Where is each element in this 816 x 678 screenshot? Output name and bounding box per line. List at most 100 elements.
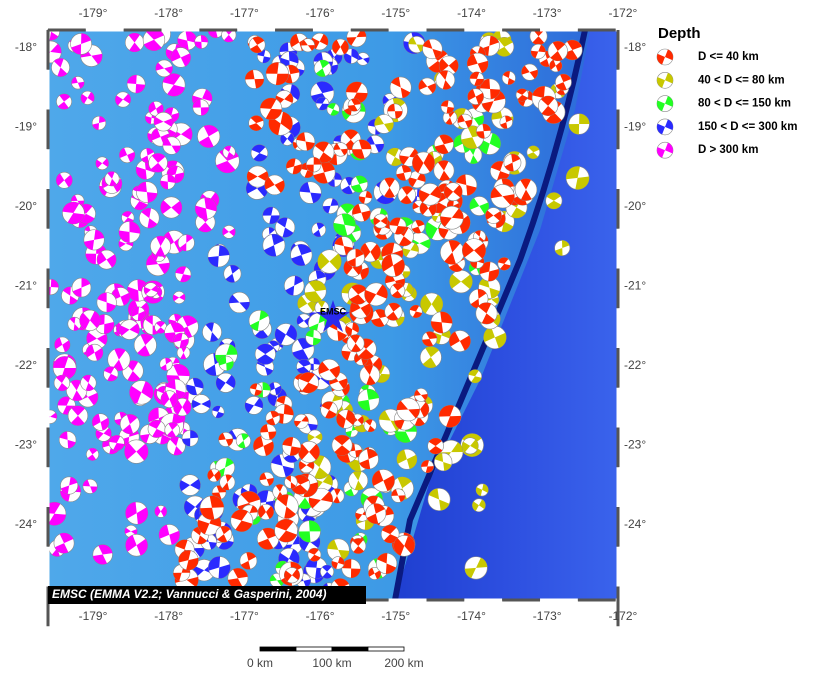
x-tick-label-bottom: -176°: [306, 609, 335, 623]
beachball: [70, 33, 92, 55]
beachball-quadrant: [479, 277, 500, 299]
beachball-quadrant: [504, 154, 521, 172]
beachball-quadrant: [56, 173, 73, 188]
beachball: [296, 313, 312, 329]
beachball: [218, 355, 234, 371]
beachball-quadrant: [412, 153, 435, 173]
beachball: [427, 488, 451, 511]
beachball-quadrant: [191, 399, 211, 409]
beachball-quadrant: [328, 320, 347, 341]
beachball: [331, 38, 349, 56]
beachball: [173, 398, 192, 417]
scale-segment: [295, 646, 333, 652]
beachball-quadrant: [299, 182, 322, 204]
beachball: [555, 73, 572, 91]
beachball-quadrant: [657, 119, 673, 135]
beachball: [239, 551, 258, 570]
beachball-quadrant: [249, 115, 264, 131]
beachball-quadrant: [476, 123, 491, 139]
x-tick-label-top: -173°: [533, 6, 562, 20]
beachball-quadrant: [386, 302, 401, 321]
beachball-quadrant: [467, 89, 484, 105]
beachball-quadrant: [127, 74, 146, 94]
beachball: [283, 567, 300, 584]
beachball-quadrant: [217, 526, 231, 543]
beachball: [48, 409, 58, 424]
beachball-quadrant: [82, 375, 95, 391]
beachball-quadrant: [467, 53, 489, 74]
beachball-quadrant: [155, 236, 166, 257]
y-tick-label-left: -24°: [15, 517, 37, 531]
beachball: [53, 374, 71, 392]
beachball-quadrant: [346, 81, 368, 104]
beachball-quadrant: [327, 172, 342, 187]
beachball-quadrant: [244, 398, 263, 413]
beachball-quadrant: [262, 207, 280, 224]
beachball-quadrant: [186, 377, 204, 396]
beachball-quadrant: [267, 387, 287, 407]
beachball: [562, 39, 583, 61]
beachball: [253, 435, 274, 457]
beachball-quadrant: [229, 294, 250, 311]
beachball: [58, 431, 77, 449]
beachball-quadrant: [368, 567, 381, 580]
beachball: [155, 59, 173, 78]
beachball: [331, 434, 353, 456]
y-tick-label-right: -23°: [624, 438, 646, 452]
beachball-quadrant: [125, 360, 141, 382]
beachball-quadrant: [127, 279, 150, 302]
beachball-quadrant: [530, 44, 546, 59]
beachball: [395, 164, 412, 181]
beachball: [192, 99, 210, 116]
star: [316, 300, 350, 332]
beachball-quadrant: [180, 346, 187, 360]
beachball: [537, 95, 559, 117]
beachball-quadrant: [208, 30, 218, 38]
beachball: [418, 183, 442, 206]
beachball-quadrant: [285, 475, 296, 489]
beachball: [434, 134, 454, 155]
beachball-quadrant: [205, 322, 219, 342]
beachball: [322, 197, 339, 214]
beachball-quadrant: [118, 221, 141, 243]
beachball: [526, 145, 541, 160]
beachball: [514, 178, 538, 201]
beachball-quadrant: [445, 110, 455, 125]
beachball-quadrant: [364, 364, 376, 385]
beachball-quadrant: [268, 111, 293, 136]
beachball: [389, 76, 412, 99]
beachball: [530, 43, 546, 60]
beachball-quadrant: [347, 248, 364, 267]
beachball-quadrant: [59, 431, 76, 449]
beachball-quadrant: [309, 313, 329, 334]
beachball: [274, 494, 299, 519]
beachball: [199, 495, 225, 520]
beachball-quadrant: [160, 200, 182, 215]
beachball: [71, 76, 85, 90]
beachball-quadrant: [71, 33, 91, 55]
beachball: [119, 319, 140, 340]
beachball: [333, 142, 348, 157]
legend-label: D <= 40 km: [698, 51, 759, 63]
beachball-quadrant: [148, 420, 165, 438]
beachball-quadrant: [439, 58, 459, 73]
beachball: [345, 322, 360, 337]
beachball-quadrant: [440, 208, 464, 227]
beachball-quadrant: [657, 96, 673, 112]
beachball-quadrant: [264, 177, 285, 193]
beachball: [139, 207, 160, 229]
beachball-quadrant: [71, 76, 85, 89]
beachball: [265, 62, 289, 86]
beachball: [274, 217, 296, 238]
beachball-quadrant: [396, 449, 417, 469]
beachball: [52, 356, 77, 380]
beachball-quadrant: [351, 175, 368, 193]
beachball: [350, 538, 367, 554]
beachball-quadrant: [195, 197, 217, 220]
beachball: [181, 429, 199, 447]
beachball: [443, 182, 463, 202]
beachball-quadrant: [365, 136, 384, 153]
beachball: [298, 520, 321, 543]
beachball-quadrant: [352, 204, 371, 222]
beachball-quadrant: [366, 503, 385, 524]
